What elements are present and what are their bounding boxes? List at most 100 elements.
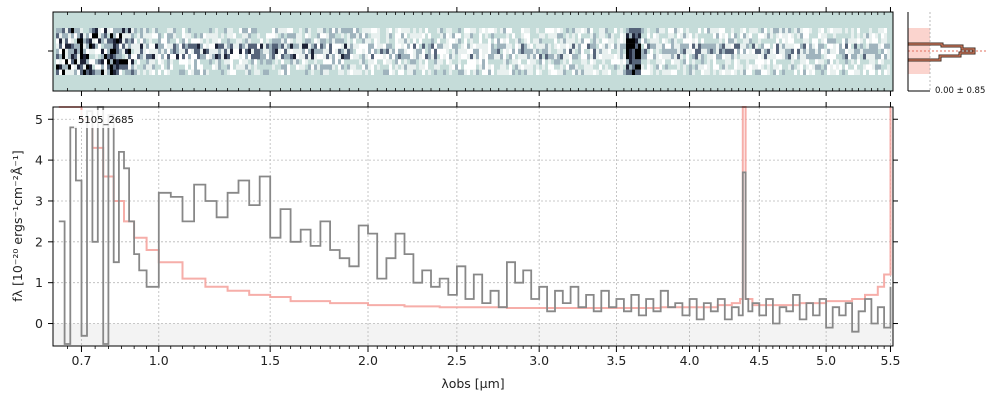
spectrum-2d-trace (56, 28, 890, 75)
spectrum-2d-pixel (341, 64, 344, 70)
spectrum-2d-pixel (143, 54, 146, 60)
spectrum-2d-pixel (869, 64, 872, 70)
spectrum-2d-pixel (677, 64, 680, 70)
spectrum-2d-pixel (503, 38, 506, 44)
spectrum-2d-pixel (443, 33, 446, 39)
spectrum-2d-pixel (734, 59, 737, 65)
spectrum-2d-pixel (743, 38, 746, 44)
spectrum-2d-pixel (593, 69, 596, 75)
spectrum-2d-pixel (527, 38, 530, 44)
spectrum-2d-pixel (761, 54, 764, 60)
spectrum-2d-pixel (281, 28, 284, 34)
spectrum-2d-pixel (410, 48, 413, 55)
spectrum-2d-pixel (338, 64, 341, 70)
spectrum-2d-pixel (110, 48, 113, 55)
spectrum-2d-pixel (629, 59, 632, 65)
spectrum-2d-pixel (767, 54, 770, 60)
spectrum-2d-pixel (137, 54, 140, 60)
spectrum-2d-pixel (353, 38, 356, 44)
spectrum-2d-pixel (566, 54, 569, 60)
spectrum-2d-pixel (191, 48, 194, 55)
spectrum-2d-pixel (794, 54, 797, 60)
spectrum-2d-pixel (56, 43, 59, 49)
x-tick-label: 1.0 (149, 353, 169, 368)
spectrum-2d-pixel (398, 38, 401, 44)
spectrum-2d-pixel (779, 28, 782, 34)
spectrum-2d-pixel (185, 33, 188, 39)
spectrum-2d-pixel (704, 69, 707, 75)
spectrum-2d-pixel (290, 33, 293, 39)
spectrum-2d-pixel (608, 48, 611, 55)
spectrum-2d-pixel (491, 33, 494, 39)
spectrum-2d-pixel (110, 43, 113, 49)
spectrum-2d-pixel (332, 38, 335, 44)
spectrum-2d-pixel (245, 59, 248, 65)
spectrum-2d-pixel (404, 59, 407, 65)
spectrum-2d-pixel (647, 54, 650, 60)
spectrum-2d-pixel (872, 54, 875, 60)
spectrum-2d-pixel (497, 48, 500, 55)
spectrum-2d-pixel (683, 69, 686, 75)
spectrum-2d-pixel (299, 38, 302, 44)
spectrum-2d-pixel (146, 64, 149, 70)
spectrum-2d-pixel (866, 38, 869, 44)
spectrum-2d-pixel (293, 48, 296, 55)
spectrum-2d-pixel (59, 64, 62, 70)
spectrum-2d-pixel (620, 64, 623, 70)
spectrum-2d-pixel (461, 69, 464, 75)
spectrum-2d-pixel (380, 48, 383, 55)
y-tick-label: 1 (35, 275, 43, 290)
spectrum-2d-pixel (335, 38, 338, 44)
spectrum-2d-pixel (821, 59, 824, 65)
spectrum-2d-pixel (101, 48, 104, 55)
spectrum-2d-pixel (431, 38, 434, 44)
spectrum-2d-pixel (650, 43, 653, 49)
spectrum-2d-pixel (515, 43, 518, 49)
spectrum-2d-pixel (269, 48, 272, 55)
spectrum-2d-pixel (617, 38, 620, 44)
spectrum-2d-pixel (371, 43, 374, 49)
spectrum-2d-pixel (230, 59, 233, 65)
spectrum-2d-pixel (254, 54, 257, 60)
spectrum-2d-pixel (740, 33, 743, 39)
spectrum-2d-pixel (671, 28, 674, 34)
spectrum-2d-pixel (485, 33, 488, 39)
spectrum-2d-pixel (740, 43, 743, 49)
spectrum-2d-pixel (110, 59, 113, 65)
spectrum-2d-pixel (290, 38, 293, 44)
spectrum-2d-pixel (305, 69, 308, 75)
spectrum-2d-pixel (887, 43, 890, 49)
spectrum-2d-pixel (227, 64, 230, 70)
spectrum-2d-pixel (101, 69, 104, 75)
spectrum-2d-pixel (614, 64, 617, 70)
spectrum-2d-pixel (161, 48, 164, 55)
spectrum-2d-pixel (722, 69, 725, 75)
spectrum-2d-pixel (251, 43, 254, 49)
spectrum-2d-pixel (725, 64, 728, 70)
spectrum-2d-pixel (863, 48, 866, 55)
spectrum-2d-pixel (350, 28, 353, 34)
spectrum-2d-pixel (311, 54, 314, 60)
spectrum-2d-pixel (62, 54, 65, 60)
spectrum-2d-pixel (170, 48, 173, 55)
spectrum-2d-pixel (416, 33, 419, 39)
spectrum-2d-pixel (119, 28, 122, 34)
spectrum-2d-pixel (344, 48, 347, 55)
spectrum-2d-pixel (398, 28, 401, 34)
spectrum-2d-pixel (842, 43, 845, 49)
spectrum-2d-pixel (620, 59, 623, 65)
spectrum-2d-pixel (818, 43, 821, 49)
spectrum-2d-pixel (755, 54, 758, 60)
spectrum-2d-pixel (218, 54, 221, 60)
spectrum-2d-pixel (458, 48, 461, 55)
spectrum-2d-pixel (107, 59, 110, 65)
spectrum-2d-pixel (59, 33, 62, 39)
spectrum-2d-pixel (374, 54, 377, 60)
spectrum-2d-pixel (128, 54, 131, 60)
spectrum-2d-pixel (806, 33, 809, 39)
spectrum-2d-pixel (548, 64, 551, 70)
spectrum-2d-pixel (155, 28, 158, 34)
spectrum-2d-pixel (407, 28, 410, 34)
spectrum-2d-pixel (494, 48, 497, 55)
spectrum-2d-pixel (344, 43, 347, 49)
